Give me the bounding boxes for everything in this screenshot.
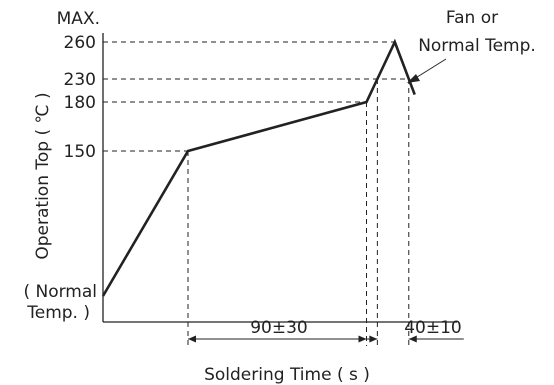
preheat-dimension-arrow-left bbox=[188, 335, 197, 343]
y-tick-150: 150 bbox=[64, 142, 96, 162]
preheat-time-label: 90±30 bbox=[250, 318, 308, 338]
fan-arrow-head bbox=[407, 74, 420, 83]
y-normal-temp-label-1: ( Normal bbox=[23, 282, 97, 302]
y-normal-temp-label-2: Temp. ) bbox=[26, 303, 90, 323]
temperature-profile-line bbox=[101, 38, 416, 297]
y-tick-180: 180 bbox=[64, 93, 96, 113]
y-tick-260: 260 bbox=[64, 33, 96, 53]
fan-label-1: Fan or bbox=[446, 8, 498, 28]
fan-label-2: Normal Temp. bbox=[418, 36, 536, 56]
y-tick-230: 230 bbox=[64, 70, 96, 90]
x-axis-title: Soldering Time ( s ) bbox=[204, 365, 370, 385]
peak-time-label: 40±10 bbox=[404, 318, 462, 338]
peak-dimension-arrow-left bbox=[369, 335, 378, 343]
peak-dimension-arrow-right bbox=[408, 335, 417, 343]
y-axis-title: Operation Top ( ℃ ) bbox=[33, 92, 53, 259]
fan-arrow-shaft bbox=[413, 58, 447, 80]
y-max-label: MAX. bbox=[57, 9, 100, 29]
